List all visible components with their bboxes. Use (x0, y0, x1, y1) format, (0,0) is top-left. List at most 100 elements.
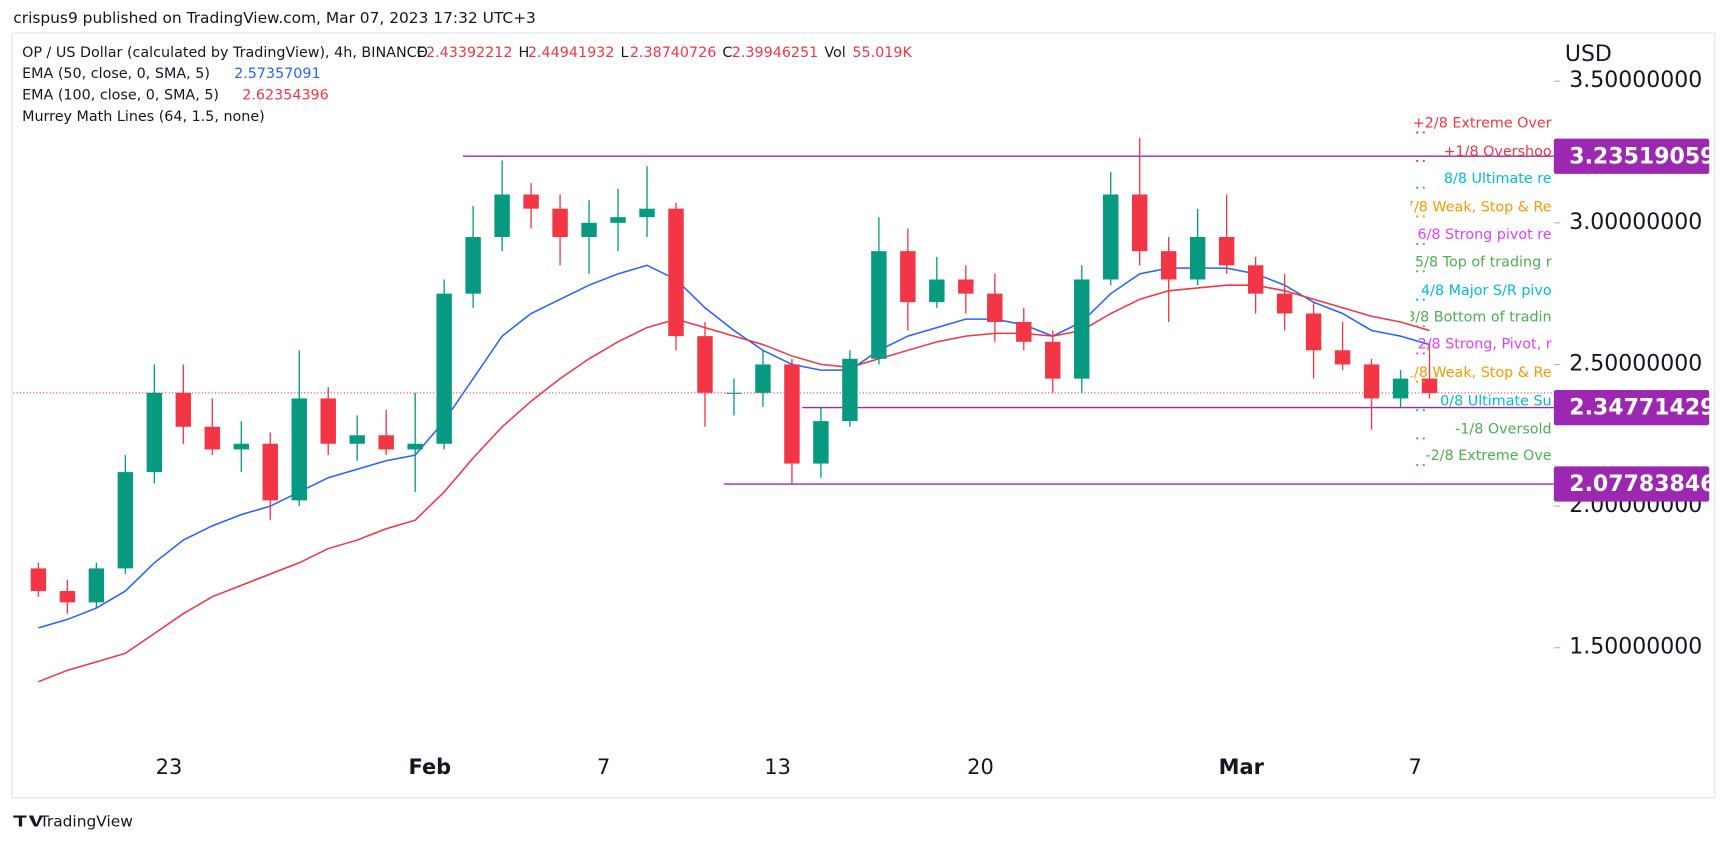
candle-body (929, 279, 945, 303)
footer: TradingView (39, 813, 133, 831)
candle-body (349, 435, 365, 444)
candle-body (88, 568, 105, 603)
candle-body (697, 336, 713, 393)
candle-body (233, 443, 249, 450)
candle-body (639, 208, 655, 218)
murrey-dot (1416, 270, 1419, 273)
candle-body (755, 364, 771, 393)
ohlc-value: 55.019K (852, 45, 912, 61)
candle-body (436, 293, 452, 444)
murrey-label: 5/8 Top of trading r (1415, 254, 1552, 270)
x-tick-label: 13 (764, 755, 791, 779)
candle-body (900, 251, 916, 303)
murrey-dot (1422, 463, 1425, 467)
murrey-dot (1416, 408, 1419, 412)
murrey-dot (1416, 298, 1419, 301)
candle-body (59, 591, 76, 603)
candle-body (262, 443, 278, 501)
candle-body (407, 443, 423, 450)
ohlc-value: 2.39946251 (732, 45, 819, 61)
plot-area (13, 137, 1554, 683)
candle-body (871, 251, 887, 359)
murrey-dot (1422, 186, 1425, 189)
legend-name: EMA (50, close, 0, SMA, 5) (22, 66, 210, 82)
ohlc-value: 2.43392212 (426, 45, 513, 61)
murrey-dot (1416, 380, 1419, 383)
ohlc-label: H (519, 45, 530, 61)
candle-body (378, 435, 394, 450)
murrey-label: 1/8 Weak, Stop & Re (1405, 365, 1552, 381)
legend-value: 2.57357091 (234, 66, 321, 82)
candle-body (958, 279, 974, 294)
murrey-dot (1422, 437, 1425, 440)
candle-body (726, 392, 742, 394)
x-tick-label: 7 (597, 755, 610, 779)
x-tick-label: 7 (1409, 755, 1422, 779)
publisher: crispus9 published on TradingView.com, M… (13, 9, 536, 27)
legend-name: EMA (100, close, 0, SMA, 5) (22, 87, 219, 103)
level-label-box (1553, 389, 1710, 426)
x-tick-label: Feb (409, 755, 452, 779)
candle-body (1160, 251, 1177, 280)
candle-body (1218, 236, 1235, 266)
murrey-dot (1416, 463, 1419, 467)
murrey-dot (1422, 215, 1425, 218)
candle-body (610, 217, 626, 223)
candle-body (1074, 279, 1090, 379)
candle-body (1131, 194, 1148, 252)
murrey-dot (1422, 242, 1425, 245)
candle-body (117, 472, 134, 569)
candle-body (1305, 313, 1322, 351)
candle-body (1363, 364, 1380, 399)
candle-body (291, 398, 307, 501)
murrey-label: +2/8 Extreme Over (1413, 116, 1552, 132)
ohlc-label: C (722, 45, 732, 61)
candle-body (668, 208, 684, 337)
candle-body (1247, 265, 1264, 294)
candle-body (494, 194, 510, 237)
murrey-dot (1422, 270, 1425, 273)
ema-line (38, 284, 1430, 683)
murrey-dot (1422, 298, 1425, 301)
candle-body (1045, 341, 1061, 379)
murrey-dot (1422, 380, 1425, 383)
candle-body (320, 398, 336, 444)
murrey-dot (1416, 215, 1419, 218)
level-label: 3.23519059 (1569, 144, 1715, 169)
candle-body (1392, 378, 1409, 399)
level-label: 2.07783846 (1569, 472, 1715, 497)
candle-body (1276, 293, 1293, 314)
candle-body (987, 293, 1003, 322)
murrey-dot (1422, 408, 1425, 412)
murrey-label: 6/8 Strong pivot re (1417, 227, 1551, 243)
x-tick-label: Mar (1219, 755, 1265, 779)
murrey-label: 2/8 Strong, Pivot, r (1418, 337, 1552, 353)
candle-body (204, 426, 221, 450)
axis-unit: USD (1565, 42, 1612, 67)
candle-body (784, 364, 800, 464)
murrey-dot (1422, 325, 1425, 328)
y-tick-label: 3.50000000 (1569, 68, 1702, 93)
murrey-labels: +2/8 Extreme Over +1/8 Overshoo 8/8 Ultima… (1405, 116, 1552, 465)
murrey-label: -1/8 Oversold (1455, 422, 1551, 438)
indicator: Murrey Math Lines (64, 1.5, none) (22, 109, 265, 125)
logo (13, 815, 44, 827)
ohlc-label: Vol (824, 45, 845, 61)
candle-body (1189, 236, 1206, 280)
x-tick-label: 23 (156, 755, 183, 779)
murrey-dot (1416, 131, 1419, 134)
candle-body (1334, 350, 1351, 365)
y-tick-label: 1.50000000 (1569, 635, 1702, 660)
murrey-label: 7/8 Weak, Stop & Re (1405, 200, 1552, 216)
murrey-dot (1416, 352, 1419, 355)
ohlc-label: O (417, 45, 428, 61)
legend-value: 2.62354396 (242, 87, 329, 103)
murrey-dot (1416, 159, 1419, 162)
murrey-label: -2/8 Extreme Ove (1426, 448, 1552, 464)
murrey-label: 4/8 Major S/R pivo (1421, 283, 1552, 299)
y-tick-label: 3.00000000 (1569, 210, 1702, 235)
candle-body (175, 392, 192, 427)
symbol: OP / US Dollar (calculated by TradingVie… (22, 45, 426, 61)
chart-frame (11, 32, 1716, 799)
